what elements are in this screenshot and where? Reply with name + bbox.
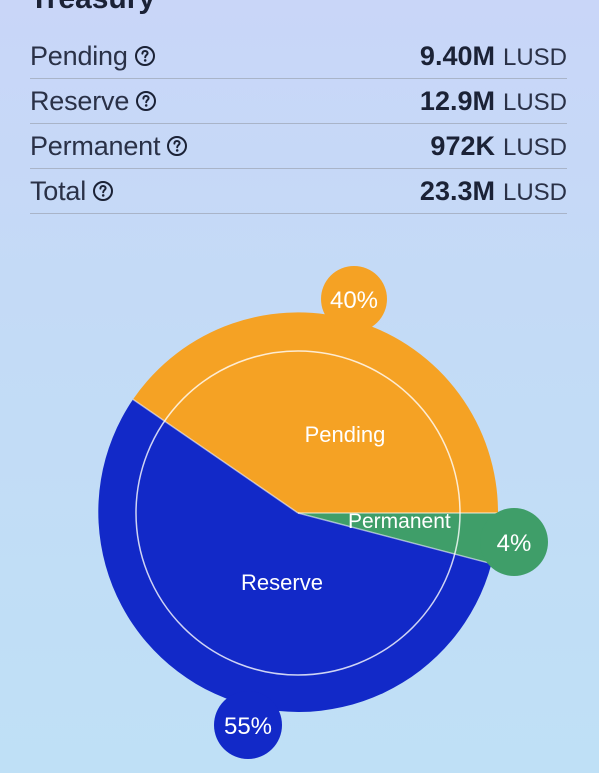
row-unit: LUSD [502, 88, 567, 116]
slice-label-permanent: Permanent [348, 510, 451, 533]
help-circle-icon[interactable] [135, 90, 157, 112]
help-circle-icon[interactable] [92, 180, 114, 202]
percent-label-pending: 40% [330, 287, 378, 314]
page-title: Treasury [30, 0, 155, 14]
row-unit: LUSD [502, 133, 567, 161]
help-circle-icon[interactable] [134, 45, 156, 67]
row-label: Permanent [30, 130, 161, 161]
row-label-group: Permanent [30, 131, 188, 162]
percent-label-reserve: 55% [224, 713, 272, 740]
row-value-group: 23.3M LUSD [420, 176, 567, 207]
slice-label-pending: Pending [305, 422, 386, 447]
row-value: 23.3M [419, 175, 495, 206]
pie-slice-pending[interactable] [133, 312, 499, 513]
row-label-group: Reserve [30, 86, 157, 117]
inner-ring [135, 350, 461, 676]
row-label: Total [30, 175, 87, 206]
pie-slice-reserve[interactable] [98, 399, 492, 712]
row-value: 9.40M [419, 40, 495, 71]
percent-label-permanent: 4% [497, 530, 532, 557]
slice-divider [132, 398, 299, 514]
row-value: 972K [430, 130, 495, 161]
slice-divider [297, 512, 492, 565]
table-row: Pending 9.40M LUSD [30, 34, 567, 79]
table-row: Total 23.3M LUSD [30, 169, 567, 214]
row-value: 12.9M [419, 85, 495, 116]
slice-label-reserve: Reserve [241, 570, 323, 595]
row-unit: LUSD [502, 178, 567, 206]
percent-badge-reserve [214, 691, 282, 759]
table-row: Permanent 972K LUSD [30, 124, 567, 169]
row-value-group: 12.9M LUSD [420, 86, 567, 117]
percent-badge-permanent [480, 508, 548, 576]
table-row: Reserve 12.9M LUSD [30, 79, 567, 124]
row-label-group: Total [30, 176, 114, 207]
row-value-group: 9.40M LUSD [420, 41, 567, 72]
row-label-group: Pending [30, 41, 156, 72]
treasury-table: Pending 9.40M LUSD Reserve 12.9M LUSD [30, 34, 567, 214]
row-value-group: 972K LUSD [430, 131, 567, 162]
row-label: Pending [30, 40, 128, 71]
help-circle-icon[interactable] [166, 135, 188, 157]
percent-badge-pending [321, 266, 387, 332]
row-label: Reserve [30, 85, 130, 116]
row-unit: LUSD [502, 43, 567, 71]
